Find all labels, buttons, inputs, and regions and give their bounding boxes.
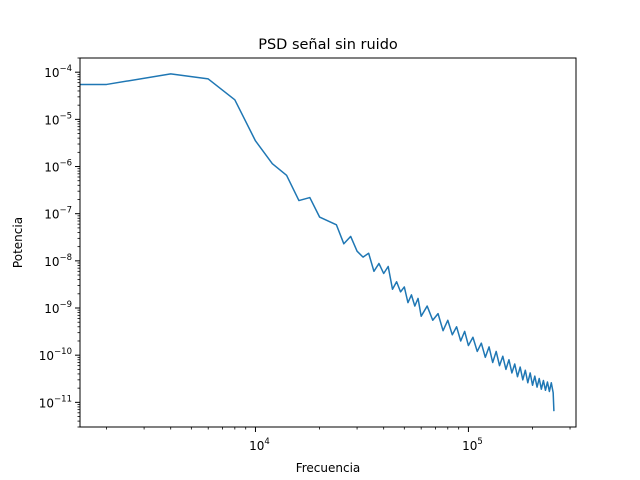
chart-title: PSD señal sin ruido bbox=[258, 37, 398, 53]
y-tick-label: 10−4 bbox=[44, 64, 72, 80]
x-tick-label: 105 bbox=[462, 437, 483, 453]
y-tick-label: 10−6 bbox=[44, 159, 72, 175]
y-tick-label: 10−9 bbox=[44, 300, 72, 316]
series-line-0 bbox=[80, 73, 555, 412]
y-tick-label: 10−11 bbox=[39, 394, 72, 410]
y-axis-label: Potencia bbox=[11, 217, 25, 268]
y-tick-label: 10−10 bbox=[39, 347, 72, 363]
axis-ticks: 104 105 10−4 10−5 10−6 10−7 10−8 10−9 10−10 10−11 bbox=[39, 57, 571, 453]
y-tick-label: 10−7 bbox=[44, 206, 72, 222]
y-tick-label: 10−8 bbox=[44, 253, 72, 269]
x-axis-label: Frecuencia bbox=[296, 461, 361, 475]
plot-area bbox=[80, 73, 555, 412]
y-tick-label: 10−5 bbox=[44, 111, 72, 127]
x-tick-label: 104 bbox=[249, 437, 270, 453]
axes-frame bbox=[79, 57, 577, 428]
